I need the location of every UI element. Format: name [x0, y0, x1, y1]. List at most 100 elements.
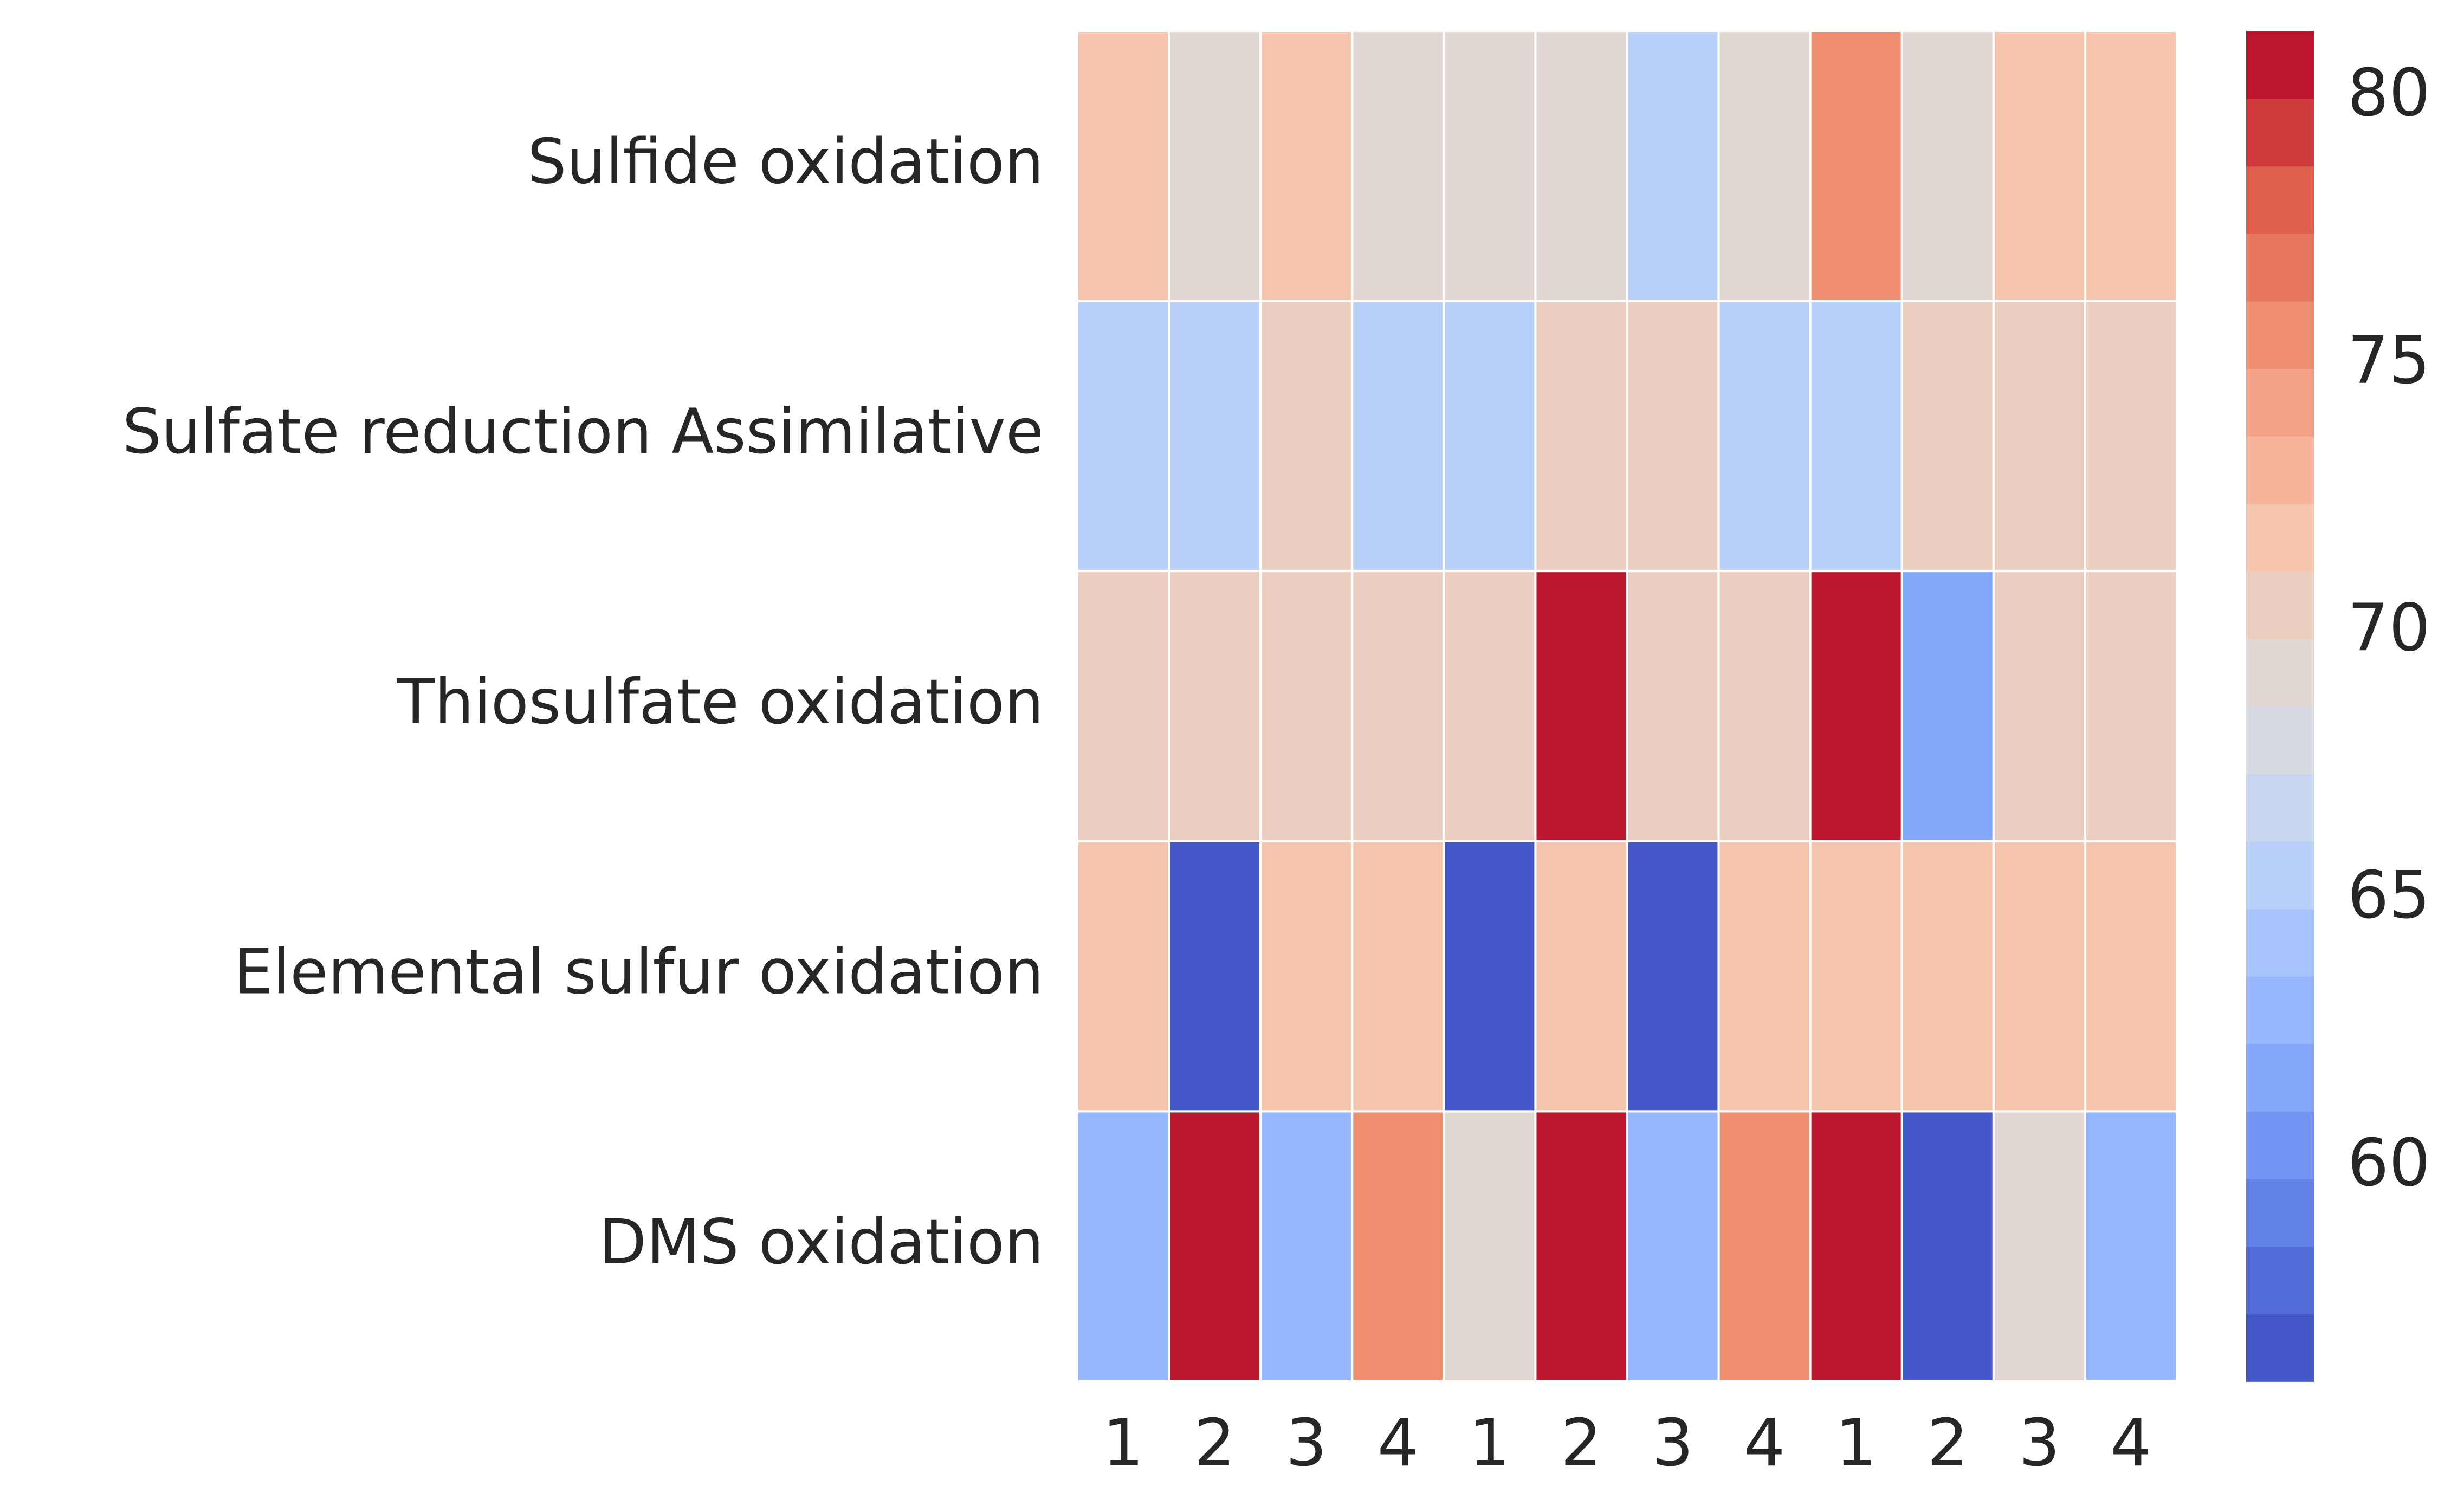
heatmap-cell	[1168, 1110, 1262, 1383]
heatmap-cell	[1076, 300, 1170, 573]
column-label: 2	[1194, 1406, 1235, 1481]
heatmap-cell	[1809, 840, 1903, 1113]
heatmap-cell	[1076, 1110, 1170, 1383]
heatmap-cell	[1626, 570, 1720, 842]
row-label: Sulfate reduction Assimilative	[122, 395, 1044, 468]
colorbar-band	[2246, 436, 2314, 504]
heatmap-cells	[1076, 30, 2178, 1383]
heatmap-cell	[2084, 570, 2178, 842]
heatmap-cell	[1900, 300, 1995, 573]
colorbar-band	[2246, 1043, 2314, 1112]
heatmap-cell	[1992, 300, 2086, 573]
heatmap-cell	[1443, 30, 1537, 302]
colorbar-tick-label: 80	[2347, 56, 2430, 131]
heatmap-cell	[1717, 30, 1812, 302]
heatmap-cell	[1259, 1110, 1354, 1383]
heatmap-cell	[1076, 30, 1170, 302]
colorbar-band	[2246, 166, 2314, 234]
colorbar-band	[2246, 31, 2314, 99]
heatmap-cell	[1351, 30, 1445, 302]
heatmap-cell	[1992, 1110, 2086, 1383]
heatmap-cell	[1717, 840, 1812, 1113]
heatmap-cell	[1351, 300, 1445, 573]
heatmap-cell	[1351, 840, 1445, 1113]
column-label: 3	[1286, 1406, 1327, 1481]
heatmap-cell	[2084, 1110, 2178, 1383]
colorbar-tick-label: 65	[2347, 858, 2430, 933]
heatmap-cell	[1168, 840, 1262, 1113]
heatmap-cell	[1351, 1110, 1445, 1383]
heatmap-cell	[1626, 30, 1720, 302]
colorbar-band	[2246, 1179, 2314, 1247]
heatmap-cell	[1443, 570, 1537, 842]
heatmap-cell	[1534, 1110, 1628, 1383]
heatmap-cell	[1717, 1110, 1812, 1383]
colorbar-band	[2246, 841, 2314, 910]
colorbar	[2246, 31, 2314, 1382]
column-label: 2	[1561, 1406, 1602, 1481]
colorbar-band	[2246, 368, 2314, 437]
colorbar-band	[2246, 571, 2314, 639]
heatmap-cell	[1900, 570, 1995, 842]
heatmap-cell	[1168, 570, 1262, 842]
heatmap-cell	[1534, 840, 1628, 1113]
heatmap-cell	[1900, 1110, 1995, 1383]
heatmap-cell	[1259, 300, 1354, 573]
colorbar-tick-label: 75	[2347, 323, 2430, 399]
colorbar-band	[2246, 1314, 2314, 1382]
colorbar-band	[2246, 638, 2314, 707]
heatmap-cell	[1626, 840, 1720, 1113]
heatmap-cell	[1992, 840, 2086, 1113]
heatmap-cell	[1717, 570, 1812, 842]
heatmap-cell	[1076, 840, 1170, 1113]
heatmap-cell	[1443, 840, 1537, 1113]
heatmap-cell	[1259, 30, 1354, 302]
colorbar-ticks: 60 65 70 75 80	[2347, 56, 2430, 1201]
column-label: 3	[1652, 1406, 1693, 1481]
heatmap-cell	[1443, 300, 1537, 573]
colorbar-tick-label: 60	[2347, 1126, 2430, 1201]
colorbar-band	[2246, 706, 2314, 774]
heatmap-cell	[1443, 1110, 1537, 1383]
row-label: Elemental sulfur oxidation	[234, 936, 1044, 1008]
column-label: 1	[1469, 1406, 1510, 1481]
heatmap-cell	[2084, 840, 2178, 1113]
column-label: 1	[1102, 1406, 1143, 1481]
colorbar-band	[2246, 774, 2314, 842]
column-label: 1	[1835, 1406, 1877, 1481]
row-labels: Sulfide oxidation Sulfate reduction Assim…	[122, 126, 1044, 1278]
heatmap-cell	[1809, 300, 1903, 573]
colorbar-band	[2246, 976, 2314, 1044]
heatmap-cell	[1534, 300, 1628, 573]
colorbar-tick-label: 70	[2347, 590, 2430, 666]
heatmap-cell	[1626, 300, 1720, 573]
colorbar-band	[2246, 233, 2314, 302]
colorbar-band	[2246, 98, 2314, 167]
heatmap-cell	[1259, 840, 1354, 1113]
row-label: Sulfide oxidation	[527, 126, 1044, 198]
heatmap-cell	[1809, 570, 1903, 842]
column-label: 2	[1927, 1406, 1968, 1481]
colorbar-band	[2246, 909, 2314, 977]
heatmap-cell	[1168, 30, 1262, 302]
heatmap-cell	[1900, 840, 1995, 1113]
heatmap-cell	[1992, 30, 2086, 302]
heatmap-cell	[1900, 30, 1995, 302]
heatmap-cell	[1076, 570, 1170, 842]
row-label: DMS oxidation	[599, 1206, 1044, 1278]
heatmap-cell	[1992, 570, 2086, 842]
heatmap-cell	[2084, 30, 2178, 302]
heatmap-cell	[1351, 570, 1445, 842]
heatmap-cell	[1809, 30, 1903, 302]
column-label: 4	[1377, 1406, 1419, 1481]
colorbar-band	[2246, 301, 2314, 369]
heatmap-cell	[1717, 300, 1812, 573]
heatmap-cell	[2084, 300, 2178, 573]
column-label: 3	[2019, 1406, 2060, 1481]
heatmap-cell	[1626, 1110, 1720, 1383]
heatmap-cell	[1168, 300, 1262, 573]
colorbar-band	[2246, 1246, 2314, 1315]
row-label: Thiosulfate oxidation	[396, 666, 1044, 738]
